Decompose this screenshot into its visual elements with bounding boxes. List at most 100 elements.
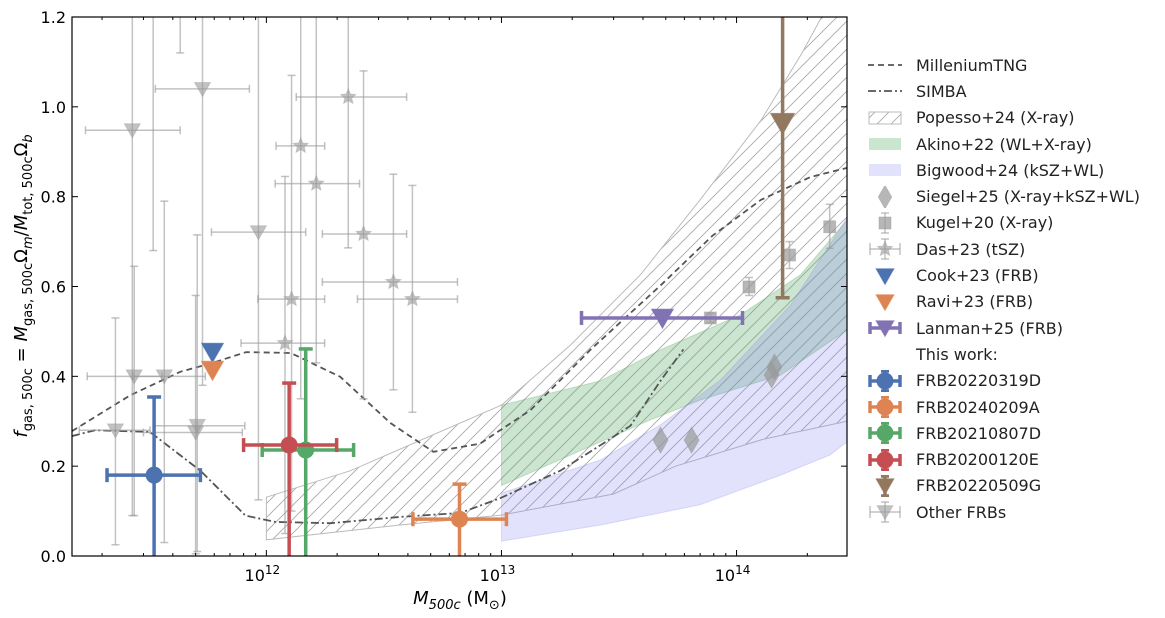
data-point	[260, 347, 356, 556]
label-part: )	[500, 588, 507, 609]
legend-label: Lanman+25 (FRB)	[916, 318, 1064, 338]
tick-base: 10	[245, 566, 265, 585]
data-point	[652, 426, 669, 455]
data-point	[241, 381, 339, 556]
data-point	[105, 395, 203, 556]
data-point	[154, 17, 251, 387]
data-point	[142, 294, 244, 555]
legend-label: Kugel+20 (X-ray)	[916, 213, 1054, 233]
triangle-down-marker	[186, 425, 205, 442]
legend-handle	[868, 369, 902, 392]
y-tick-label: 0.0	[41, 547, 66, 566]
x-tick-label: 1012	[245, 563, 281, 585]
y-axis-label: fgas, 500c = Mgas, 500cΩm/Mtot, 500cΩb	[11, 134, 36, 437]
legend-marker	[876, 372, 894, 390]
data-point	[274, 17, 361, 364]
data-point	[131, 200, 207, 544]
legend-entry: Ravi+23 (FRB)	[866, 289, 1140, 315]
legend-label: FRB20210807D	[916, 423, 1042, 443]
x-axis-label: M500c (M⊙)	[413, 588, 507, 613]
tick-base: 10	[715, 566, 735, 585]
square-marker	[783, 248, 797, 262]
data-point	[149, 17, 158, 252]
data-points	[78, 17, 837, 556]
x-tick-label: 1014	[715, 563, 751, 585]
tick-exponent: 14	[735, 563, 750, 577]
star-marker	[307, 174, 326, 192]
tick-base: 10	[480, 566, 500, 585]
triangle-down-marker	[650, 308, 675, 330]
legend-label: FRB20200120E	[916, 450, 1039, 470]
legend-handle	[868, 448, 902, 471]
label-part: M	[413, 588, 429, 609]
legend-entry: FRB20220319D	[866, 368, 1140, 394]
label-part: f	[11, 429, 32, 438]
data-point	[769, 17, 796, 300]
legend-label: Das+23 (tSZ)	[916, 239, 1026, 259]
legend-label: Other FRBs	[916, 502, 1007, 522]
legend-label: Ravi+23 (FRB)	[916, 292, 1034, 312]
bands	[265, 17, 847, 542]
triangle-down-marker	[123, 123, 142, 139]
legend-entry: Akino+22 (WL+X-ray)	[866, 131, 1140, 157]
label-part: M	[11, 326, 32, 342]
star-marker	[282, 289, 301, 307]
band-popesso	[265, 17, 847, 541]
legend-marker	[875, 320, 895, 338]
triangle-down-marker	[193, 81, 212, 98]
star-marker	[291, 136, 310, 154]
legend-handle	[875, 474, 895, 497]
legend-label: Akino+22 (WL+X-ray)	[916, 134, 1092, 154]
data-point	[200, 360, 225, 382]
square-marker	[823, 220, 837, 234]
legend: MilleniumTNG SIMBA Popesso+24 (X-ray) Akino…	[866, 52, 1140, 525]
legend-entry: SIMBA	[866, 78, 1140, 104]
triangle-down-marker	[200, 360, 225, 382]
label-part: 500c	[429, 598, 461, 613]
legend-entry: FRB20210807D	[866, 420, 1140, 446]
legend-entry: Popesso+24 (X-ray)	[866, 105, 1140, 131]
data-point	[84, 17, 181, 517]
data-point	[321, 70, 408, 400]
data-point	[275, 17, 326, 400]
legend-label: FRB20220319D	[916, 371, 1042, 391]
legend-label: Bigwood+24 (kSZ+WL)	[916, 160, 1105, 180]
legend-marker	[876, 424, 894, 442]
data-point	[152, 234, 246, 553]
legend-entry: This work:	[866, 341, 1140, 367]
legend-label: Siegel+25 (X-ray+kSZ+WL)	[916, 187, 1140, 207]
legend-handle	[869, 138, 901, 151]
legend-handle	[868, 396, 902, 418]
band-akino	[501, 219, 847, 487]
legend-handle	[868, 111, 902, 125]
legend-label: Cook+23 (FRB)	[916, 266, 1039, 286]
legend-marker	[876, 505, 894, 521]
star-marker	[354, 224, 373, 242]
diamond-marker	[683, 426, 700, 455]
legend-entry: Kugel+20 (X-ray)	[866, 210, 1140, 236]
y-tick-label: 0.8	[41, 188, 66, 207]
legend-entry: FRB20240209A	[866, 394, 1140, 420]
data-point	[78, 317, 151, 546]
legend-handle	[868, 90, 902, 93]
legend-label: This work:	[916, 344, 998, 364]
data-point	[683, 426, 700, 455]
legend-patch	[868, 111, 902, 125]
legend-label: MilleniumTNG	[916, 55, 1028, 75]
legend-marker	[876, 398, 894, 416]
label-part: gas, 500c	[21, 368, 36, 431]
square-marker	[742, 280, 756, 294]
label-part: Ω	[11, 142, 32, 156]
legend-entry: Cook+23 (FRB)	[866, 262, 1140, 288]
diamond-marker	[766, 352, 783, 381]
label-part: =	[11, 342, 32, 369]
legend-patch	[869, 164, 901, 177]
data-point	[411, 482, 509, 556]
data-point	[176, 17, 185, 54]
legend-marker	[876, 239, 894, 257]
legend-entry: MilleniumTNG	[866, 52, 1140, 78]
triangle-down-marker	[769, 112, 796, 136]
legend-marker	[876, 451, 894, 469]
data-point	[579, 308, 745, 330]
